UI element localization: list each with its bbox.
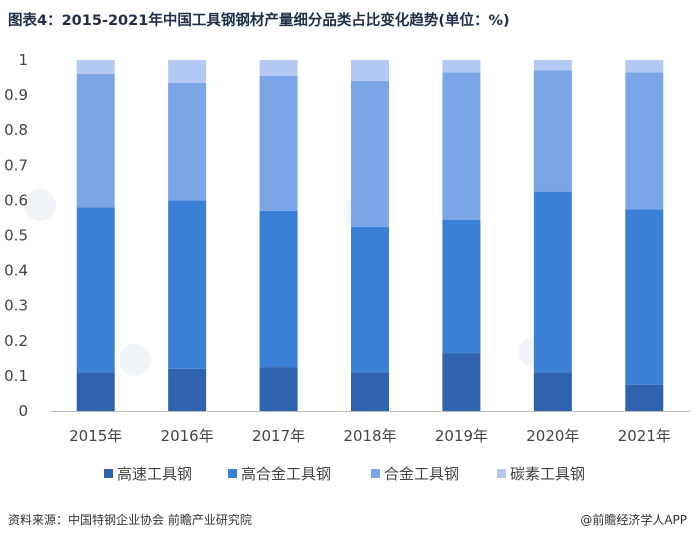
x-tick-label: 2020年 xyxy=(526,427,579,445)
y-tick-label: 0 xyxy=(18,402,28,420)
legend: 高速工具钢 高合金工具钢 合金工具钢 碳素工具钢 xyxy=(104,465,585,483)
x-tick-label: 2017年 xyxy=(252,427,305,445)
bar-segment xyxy=(259,75,298,211)
bar-segment xyxy=(76,207,115,373)
bar-segment xyxy=(625,209,664,385)
y-tick-label: 0.8 xyxy=(4,121,28,139)
y-tick-label: 1 xyxy=(18,51,28,69)
source-note: 资料来源：中国特钢企业协会 前瞻产业研究院 xyxy=(8,513,252,527)
y-axis: 0 0.1 0.2 0.3 0.4 0.5 0.6 0.7 0.8 0.9 1 xyxy=(4,51,28,420)
legend-label: 高速工具钢 xyxy=(117,465,192,483)
legend-swatch xyxy=(497,469,506,478)
bar-segment xyxy=(442,219,481,354)
y-tick-label: 0.2 xyxy=(4,332,28,350)
chart-title: 图表4：2015-2021年中国工具钢钢材产量细分品类占比变化趋势(单位：%) xyxy=(8,13,510,29)
watermark-logo-icon xyxy=(119,344,151,376)
bar-segment xyxy=(625,384,664,411)
bar-segment xyxy=(351,60,389,82)
legend-swatch xyxy=(371,469,380,478)
y-tick-label: 0.5 xyxy=(4,227,28,245)
bar-segment xyxy=(625,60,664,73)
bar-segment xyxy=(533,372,572,411)
x-tick-label: 2021年 xyxy=(618,427,671,445)
bar-segment xyxy=(442,60,481,73)
bar-segment xyxy=(533,60,572,71)
y-tick-label: 0.6 xyxy=(4,191,28,209)
legend-label: 合金工具钢 xyxy=(384,465,459,483)
bar-segment xyxy=(351,372,389,411)
bar-segment xyxy=(533,191,572,373)
brand-credit: @前瞻经济学人APP xyxy=(580,513,687,527)
y-tick-label: 0.4 xyxy=(4,262,28,280)
bar-segment xyxy=(76,372,115,411)
x-axis: 2015年 2016年 2017年 2018年 2019年 2020年 2021年 xyxy=(69,427,671,445)
legend-swatch xyxy=(228,469,237,478)
bar-segment xyxy=(168,368,207,411)
bar-segment xyxy=(168,200,207,369)
y-tick-label: 0.9 xyxy=(4,86,28,104)
y-tick-label: 0.7 xyxy=(4,156,28,174)
bar-segment xyxy=(442,353,481,411)
legend-label: 高合金工具钢 xyxy=(241,465,331,483)
x-tick-label: 2016年 xyxy=(161,427,214,445)
bar-segment xyxy=(351,226,389,373)
bar-segment xyxy=(533,70,572,192)
bar-segment xyxy=(259,367,298,411)
x-tick-label: 2018年 xyxy=(343,427,396,445)
bar-segment xyxy=(76,60,115,75)
legend-swatch xyxy=(104,469,113,478)
bar-segment xyxy=(351,81,389,227)
bars xyxy=(76,60,664,411)
x-tick-label: 2015年 xyxy=(69,427,122,445)
watermark-logo-icon xyxy=(24,189,56,221)
bar-segment xyxy=(259,210,298,368)
bar-segment xyxy=(259,60,298,76)
y-tick-label: 0.3 xyxy=(4,297,28,315)
bar-segment xyxy=(76,74,115,208)
bar-segment xyxy=(168,82,207,201)
bar-segment xyxy=(442,72,481,220)
y-tick-label: 0.1 xyxy=(4,367,28,385)
bar-segment xyxy=(625,72,664,210)
legend-label: 碳素工具钢 xyxy=(510,465,585,483)
bar-segment xyxy=(168,60,207,83)
x-tick-label: 2019年 xyxy=(435,427,488,445)
